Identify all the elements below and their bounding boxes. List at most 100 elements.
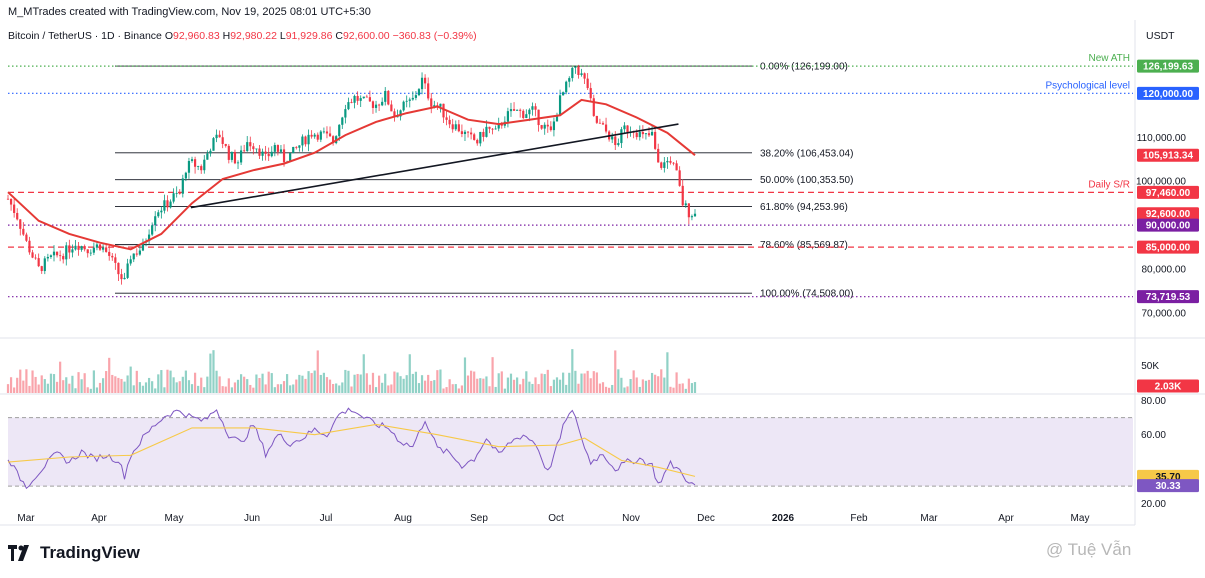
candle-body <box>417 89 421 96</box>
candle-body <box>215 134 218 139</box>
volume-bar <box>25 369 28 393</box>
volume-bar <box>522 378 525 393</box>
volume-bar <box>160 370 163 393</box>
candle-body <box>586 78 589 89</box>
candle-body <box>264 151 267 154</box>
tradingview-logo[interactable]: TradingView <box>8 543 140 563</box>
candle-body <box>65 245 68 260</box>
tradingview-logo-icon <box>8 545 29 561</box>
volume-bar <box>681 383 684 393</box>
volume-bar <box>476 378 479 393</box>
time-tick-label: Aug <box>394 513 412 524</box>
volume-bar <box>34 376 37 393</box>
volume-bar <box>230 387 233 393</box>
volume-bar <box>657 376 660 393</box>
candle-body <box>350 102 353 103</box>
volume-bar <box>105 371 108 393</box>
volume-bar <box>654 374 657 393</box>
candle-body <box>552 121 556 131</box>
candle-body <box>488 126 491 129</box>
candle-body <box>108 251 111 256</box>
volume-bar <box>209 353 212 393</box>
volume-bar <box>316 350 319 393</box>
candle-body <box>494 128 497 130</box>
volume-bar <box>37 384 40 393</box>
volume-bar <box>135 370 138 393</box>
volume-bar <box>13 387 16 393</box>
candle-body <box>635 132 638 138</box>
candle-body <box>166 200 169 208</box>
candle-body <box>522 110 525 119</box>
volume-bar <box>620 377 623 393</box>
volume-bar <box>169 370 172 393</box>
volume-bar <box>500 371 503 393</box>
volume-bar <box>328 379 332 393</box>
candle-body <box>154 216 157 226</box>
candle-body <box>626 125 629 133</box>
volume-bar <box>586 370 589 393</box>
volume-bar <box>200 377 203 393</box>
symbol-label[interactable]: Bitcoin / TetherUS · 1D · Binance <box>8 30 162 42</box>
volume-bar <box>589 378 592 393</box>
volume-bar <box>516 377 519 393</box>
candle-body <box>393 111 396 117</box>
candle-body <box>184 172 187 179</box>
volume-bar <box>166 369 169 393</box>
candle-body <box>9 198 13 205</box>
volume-bar <box>503 388 506 393</box>
candle-body <box>209 150 212 154</box>
candle-body <box>374 104 378 108</box>
open-label: O <box>164 30 173 42</box>
candle-body <box>6 198 10 200</box>
volume-bar <box>236 379 240 393</box>
low-value: 91,929.86 <box>285 30 333 42</box>
close-value: 92,600.00 <box>342 30 390 42</box>
candle-body <box>282 149 286 163</box>
candle-body <box>313 134 316 137</box>
volume-bar <box>629 379 632 393</box>
volume-bar <box>83 373 86 393</box>
fib-level-label: 100.00% (74,508.00) <box>760 289 853 300</box>
time-tick-label: Dec <box>697 513 715 524</box>
volume-bar <box>641 379 644 393</box>
volume-bar <box>304 378 307 393</box>
candle-body <box>92 247 95 253</box>
price-tag: 97,460.00 <box>1146 188 1191 199</box>
candle-body <box>546 124 549 127</box>
price-tag: 73,719.53 <box>1146 292 1191 303</box>
candle-body <box>368 97 372 102</box>
rsi-layer <box>7 407 696 490</box>
rsi-tick-label: 80.00 <box>1141 396 1166 407</box>
volume-bar <box>215 370 218 393</box>
volume-bar <box>353 374 356 393</box>
high-label: H <box>222 30 231 42</box>
candle-body <box>101 247 105 250</box>
candle-body <box>261 151 264 156</box>
volume-bar <box>111 374 114 393</box>
candle-body <box>135 253 138 255</box>
volume-bar <box>344 369 347 393</box>
candle-body <box>181 178 184 194</box>
candle-body <box>402 101 405 111</box>
candle-body <box>114 257 117 263</box>
open-value: 92,960.83 <box>172 30 220 42</box>
candle-body <box>451 124 454 130</box>
volume-bar <box>52 374 56 393</box>
candle-body <box>141 242 145 251</box>
candle-body <box>660 162 663 168</box>
volume-bar <box>546 369 549 393</box>
volume-bar <box>466 375 470 393</box>
candle-body <box>55 251 59 256</box>
candle-body <box>353 95 356 103</box>
volume-bar <box>206 376 209 393</box>
volume-bar <box>537 384 540 393</box>
volume-bar <box>227 378 230 393</box>
candle-body <box>95 244 99 248</box>
candle-body <box>71 249 74 253</box>
volume-bar <box>574 370 577 393</box>
volume-bar <box>497 373 500 393</box>
volume-bar <box>675 372 678 393</box>
volume-bar <box>669 386 672 393</box>
currency-label[interactable]: USDT <box>1146 30 1175 42</box>
